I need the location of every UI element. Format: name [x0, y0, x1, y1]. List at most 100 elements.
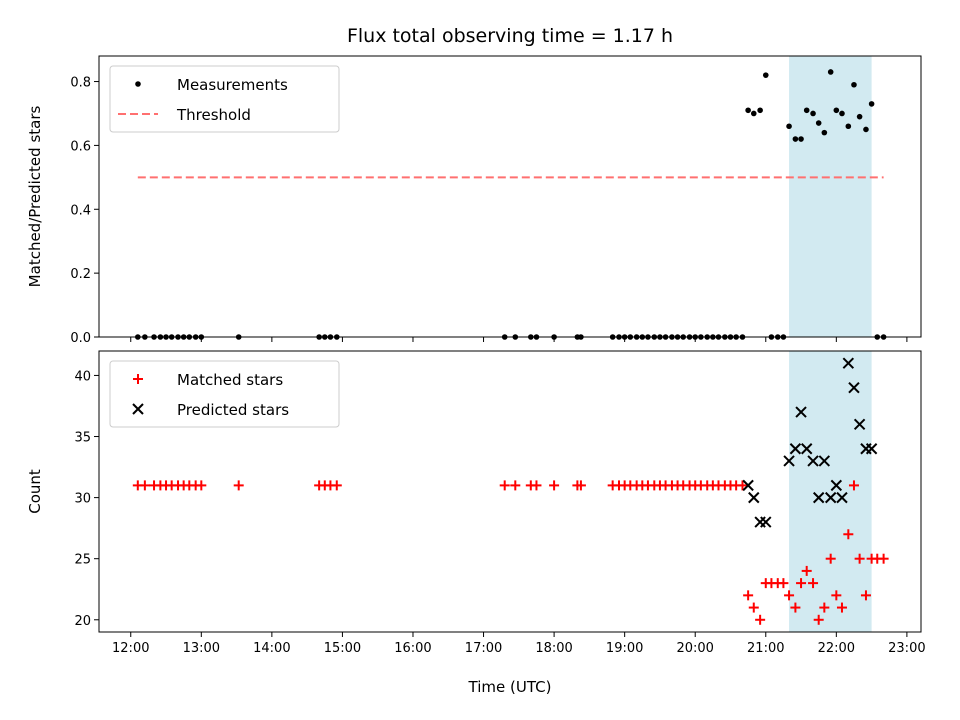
predicted-star-point	[795, 406, 807, 418]
matched-star-point	[737, 480, 748, 491]
predicted-star-point	[824, 491, 837, 504]
predicted-star-point	[842, 357, 855, 369]
matched-star-point	[196, 480, 207, 491]
legend: Measurements Threshold	[109, 65, 340, 133]
y-tick-label: 0.2	[70, 267, 91, 282]
axes-frame	[98, 55, 922, 338]
matched-star-point	[819, 602, 830, 613]
measurement-point	[750, 110, 757, 117]
matched-star-point	[784, 590, 795, 601]
measurement-point	[839, 110, 845, 117]
x-tick-label: 15:00	[324, 641, 361, 656]
x-tick-label: 17:00	[465, 641, 502, 656]
y-tick-label: 0.4	[70, 203, 91, 218]
matched-star-point	[878, 553, 889, 564]
predicted-star-point	[848, 381, 860, 394]
matched-star-point	[778, 578, 789, 589]
measurement-point	[745, 107, 751, 114]
y-axis-label: Matched/Predicted stars	[26, 106, 44, 288]
measurement-point	[803, 107, 810, 114]
matched-star-point	[139, 480, 150, 491]
matched-star-point	[854, 553, 865, 564]
legend-box	[109, 360, 340, 428]
measurement-point	[845, 123, 852, 130]
x-tick-label: 14:00	[253, 641, 290, 656]
predicted-star-point	[865, 443, 878, 455]
predicted-star-point	[818, 455, 831, 467]
matched-star-point	[813, 614, 824, 625]
matched-star-point	[499, 480, 510, 491]
legend-entry-label: Predicted stars	[177, 401, 289, 419]
predicted-star-point	[748, 491, 760, 504]
matched-star-point	[331, 480, 342, 491]
measurement-point	[863, 126, 869, 133]
legend-entry-label: Measurements	[177, 76, 288, 94]
measurement-point	[827, 69, 834, 75]
matched-star-point	[801, 565, 812, 576]
matched-star-point	[748, 602, 759, 613]
x-tick-label: 12:00	[112, 641, 149, 656]
measurement-point	[815, 120, 822, 126]
matched-star-point	[790, 602, 801, 613]
axes-frame	[98, 350, 922, 633]
x-axis-label: Time (UTC)	[468, 678, 552, 696]
measurement-point	[792, 136, 799, 142]
legend-marker-dot	[135, 81, 141, 87]
top-panel: 0.0 0.2 0.4 0.6 0.8 Matched/Predicted stars Me…	[26, 55, 922, 346]
series-matched-stars	[132, 480, 889, 625]
predicted-star-point	[830, 479, 843, 492]
x-tick-label: 20:00	[676, 641, 713, 656]
matched-star-point	[575, 480, 586, 491]
y-tick-label: 0.0	[70, 331, 91, 346]
x-tick-label: 13:00	[183, 641, 220, 656]
legend-marker-x-b	[132, 403, 144, 415]
measurement-point	[810, 110, 816, 117]
x-tick-label: 23:00	[888, 641, 925, 656]
y-tick-label: 0.8	[70, 76, 91, 91]
y-tick-label: 20	[74, 614, 91, 629]
predicted-star-point	[812, 491, 825, 504]
x-tick-label: 16:00	[394, 641, 431, 656]
figure-title: Flux total observing time = 1.17 h	[347, 25, 673, 47]
x-tick-label: 19:00	[606, 641, 643, 656]
x-tick-label: 22:00	[818, 641, 855, 656]
matched-star-point	[233, 480, 244, 491]
measurement-point	[833, 107, 840, 114]
matched-star-point	[808, 578, 819, 589]
x-tick-label: 18:00	[535, 641, 572, 656]
matched-star-point	[510, 480, 521, 491]
matched-star-point	[825, 553, 836, 564]
bottom-panel: 12:00 13:00 14:00 15:00 16:00 17:00 18:00 19:00…	[26, 350, 926, 656]
matched-star-point	[549, 480, 560, 491]
observing-window-span	[789, 56, 872, 337]
matched-star-point	[860, 590, 871, 601]
matched-star-point	[843, 529, 854, 540]
y-tick-label: 25	[74, 553, 91, 568]
measurement-point	[798, 136, 804, 142]
matched-star-point	[755, 614, 766, 625]
predicted-star-point	[742, 479, 754, 492]
measurement-point	[821, 129, 828, 136]
predicted-star-point	[800, 443, 813, 455]
matched-star-point	[743, 590, 754, 601]
y-tick-label: 35	[74, 431, 91, 446]
y-axis-label: Count	[26, 469, 44, 514]
measurement-point	[868, 101, 875, 107]
matched-star-point	[831, 590, 842, 601]
matched-star-point	[796, 578, 807, 589]
y-tick-label: 30	[74, 492, 91, 507]
predicted-star-point	[853, 418, 866, 431]
measurement-point	[757, 107, 763, 114]
y-tick-label: 0.6	[70, 139, 91, 154]
predicted-star-point	[783, 455, 795, 467]
predicted-star-point	[789, 443, 802, 455]
measurement-point	[762, 72, 769, 78]
predicted-star-point	[807, 455, 819, 467]
predicted-star-point	[836, 491, 848, 504]
x-tick-label: 21:00	[747, 641, 784, 656]
observing-window-span	[789, 351, 872, 632]
legend: Matched stars Predicted stars	[109, 360, 340, 428]
matched-star-point	[836, 602, 847, 613]
matched-star-point	[848, 480, 859, 491]
